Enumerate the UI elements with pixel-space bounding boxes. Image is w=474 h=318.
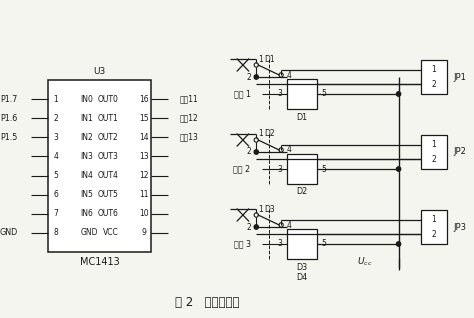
Text: 15: 15: [139, 114, 148, 123]
Text: 9: 9: [141, 228, 146, 238]
Bar: [287, 79, 318, 109]
Text: OUT6: OUT6: [98, 209, 119, 218]
Text: D2: D2: [264, 129, 275, 139]
Text: P1.5: P1.5: [0, 133, 18, 142]
Text: 1: 1: [258, 54, 263, 64]
Text: 控制 3: 控制 3: [234, 239, 251, 248]
Bar: [420, 210, 447, 244]
Circle shape: [396, 167, 401, 171]
Text: MC1413: MC1413: [80, 257, 119, 267]
Text: 14: 14: [139, 133, 148, 142]
Text: 7: 7: [53, 209, 58, 218]
Text: 控制 2: 控制 2: [233, 164, 251, 174]
Text: IN4: IN4: [81, 171, 93, 180]
Circle shape: [396, 92, 401, 96]
Text: 2: 2: [54, 114, 58, 123]
Text: JP1: JP1: [453, 73, 466, 81]
Text: 4: 4: [286, 220, 291, 230]
Text: 2: 2: [431, 80, 436, 89]
Text: D3: D3: [264, 204, 275, 213]
Text: IN6: IN6: [81, 209, 93, 218]
Text: IN2: IN2: [81, 133, 93, 142]
Text: 5: 5: [322, 89, 327, 99]
Text: 2: 2: [246, 73, 251, 81]
Text: P1.7: P1.7: [0, 95, 18, 104]
Text: D1: D1: [297, 113, 308, 121]
Text: 控制13: 控制13: [180, 133, 199, 142]
Bar: [287, 229, 318, 259]
Text: 11: 11: [139, 190, 148, 199]
Text: 控制 1: 控制 1: [234, 89, 251, 99]
Text: GND: GND: [0, 228, 18, 238]
Text: VCC: VCC: [103, 228, 119, 238]
Circle shape: [396, 242, 401, 246]
Text: JP3: JP3: [453, 223, 466, 232]
Text: 10: 10: [139, 209, 148, 218]
Text: U3: U3: [93, 66, 106, 75]
Text: 4: 4: [286, 146, 291, 155]
Circle shape: [254, 225, 258, 229]
Text: 1: 1: [54, 95, 58, 104]
Text: $U_{cc}$: $U_{cc}$: [357, 256, 373, 268]
Text: 3: 3: [278, 164, 283, 174]
Text: JP2: JP2: [453, 148, 466, 156]
Text: OUT1: OUT1: [98, 114, 119, 123]
Text: 控制12: 控制12: [180, 114, 199, 123]
Text: 3: 3: [278, 239, 283, 248]
Text: 4: 4: [286, 71, 291, 80]
Text: 6: 6: [53, 190, 58, 199]
Text: D3: D3: [297, 262, 308, 272]
Text: IN0: IN0: [81, 95, 93, 104]
Text: 12: 12: [139, 171, 148, 180]
Text: OUT3: OUT3: [98, 152, 119, 161]
Text: 1: 1: [258, 204, 263, 213]
Text: 2: 2: [246, 148, 251, 156]
Text: GND: GND: [81, 228, 98, 238]
Text: D4: D4: [297, 273, 308, 281]
Text: 4: 4: [53, 152, 58, 161]
Text: 2: 2: [431, 230, 436, 239]
Circle shape: [254, 150, 258, 154]
Text: 图 2   继电器控制: 图 2 继电器控制: [175, 295, 240, 308]
Text: 3: 3: [278, 89, 283, 99]
Text: OUT2: OUT2: [98, 133, 119, 142]
Text: OUT0: OUT0: [98, 95, 119, 104]
Bar: [420, 135, 447, 169]
Text: 1: 1: [258, 129, 263, 139]
Text: D1: D1: [264, 54, 275, 64]
Text: 5: 5: [322, 239, 327, 248]
Bar: [420, 60, 447, 94]
Text: 5: 5: [53, 171, 58, 180]
Text: 16: 16: [139, 95, 148, 104]
Bar: [48, 80, 151, 252]
Text: IN5: IN5: [81, 190, 93, 199]
Text: IN3: IN3: [81, 152, 93, 161]
Text: IN1: IN1: [81, 114, 93, 123]
Text: 8: 8: [54, 228, 58, 238]
Text: 2: 2: [246, 223, 251, 232]
Bar: [287, 154, 318, 184]
Text: 2: 2: [431, 155, 436, 164]
Text: 1: 1: [431, 140, 436, 149]
Text: P1.6: P1.6: [0, 114, 18, 123]
Circle shape: [254, 75, 258, 79]
Text: 1: 1: [431, 65, 436, 74]
Text: 控制11: 控制11: [180, 95, 199, 104]
Text: 5: 5: [322, 164, 327, 174]
Text: 13: 13: [139, 152, 148, 161]
Text: 3: 3: [53, 133, 58, 142]
Text: D2: D2: [296, 188, 308, 197]
Text: OUT5: OUT5: [98, 190, 119, 199]
Text: 1: 1: [431, 215, 436, 224]
Text: OUT4: OUT4: [98, 171, 119, 180]
